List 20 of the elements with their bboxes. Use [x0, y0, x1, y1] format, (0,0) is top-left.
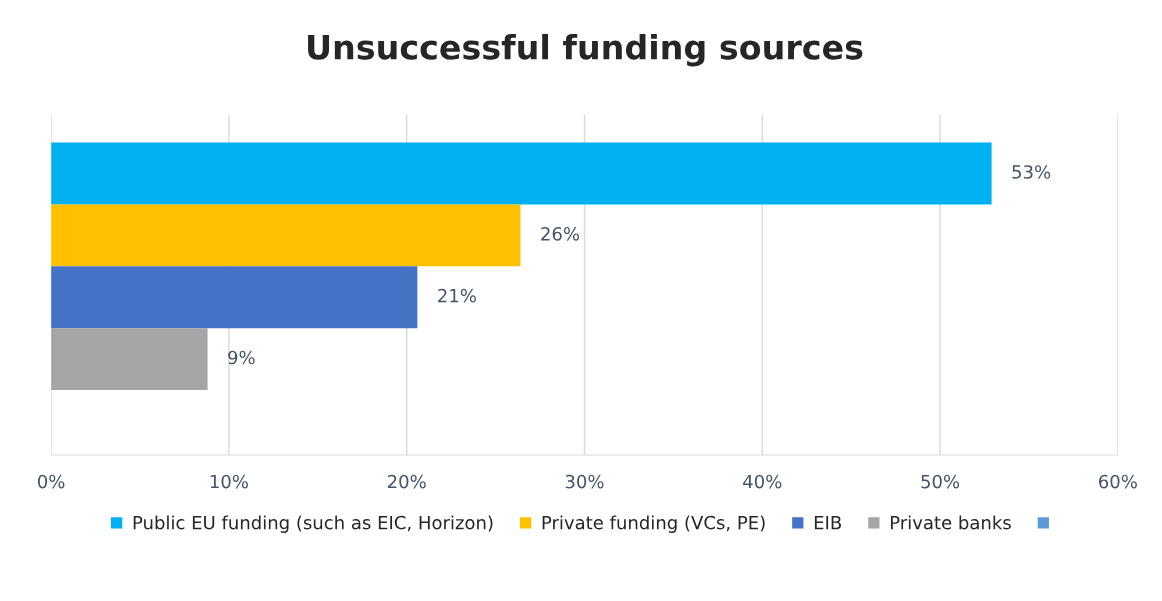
legend-label: Private funding (VCs, PE): [542, 515, 765, 533]
x-tick-label: 30%: [565, 474, 604, 489]
legend-label: Public EU funding (such as EIC, Horizon): [133, 515, 493, 533]
legend-label: Private banks: [890, 515, 1011, 530]
bar: [51, 266, 418, 329]
x-tick-label: 10%: [210, 474, 248, 489]
bar: [51, 142, 992, 205]
x-tick-label: 20%: [387, 474, 426, 489]
x-tick-label: 50%: [921, 474, 960, 489]
data-label: 9%: [228, 350, 255, 365]
bar: [51, 328, 208, 391]
bar: [51, 204, 521, 267]
data-label: 21%: [438, 288, 476, 303]
x-tick-label: 0%: [38, 474, 65, 489]
x-tick-label: 40%: [743, 474, 782, 489]
legend-label: EIB: [814, 515, 841, 530]
data-label: 53%: [1012, 165, 1051, 179]
x-tick-label: 60%: [1099, 474, 1137, 489]
chart-title: Unsuccessful funding sources: [308, 33, 863, 67]
data-label: 26%: [541, 226, 580, 241]
